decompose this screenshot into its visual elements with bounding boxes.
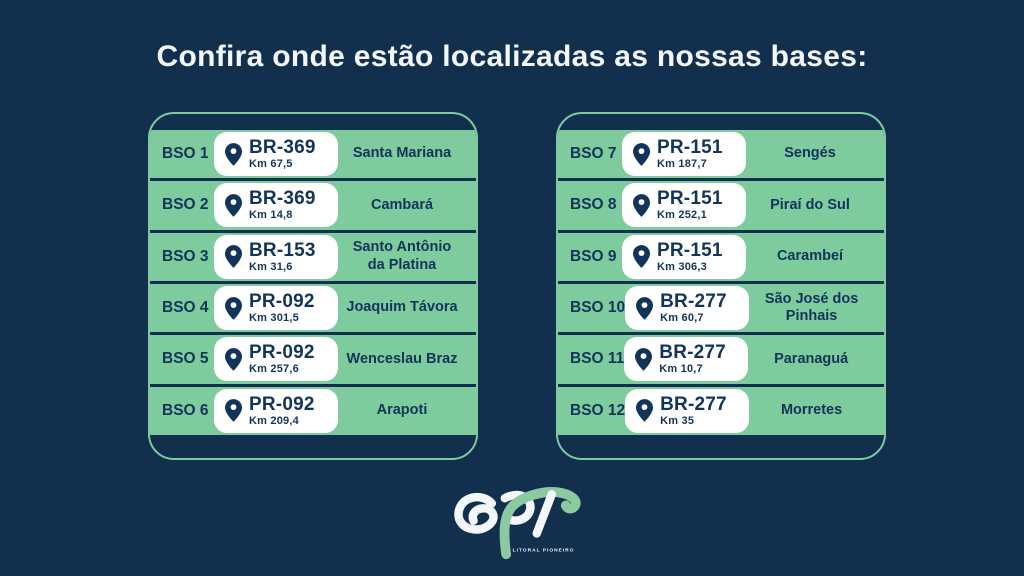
- km-marker: Km 301,5: [249, 312, 299, 325]
- road-number: BR-369: [249, 137, 316, 159]
- km-marker: Km 252,1: [657, 209, 707, 222]
- bases-table-right: BSO 7 PR-151 Km 187,7 Sengés BSO 8: [556, 112, 886, 460]
- city-name: Paranaguá: [774, 350, 849, 367]
- location-pill: BR-369 Km 14,8: [214, 183, 338, 228]
- base-label: BSO 7: [570, 145, 617, 163]
- location-pill: PR-092 Km 209,4: [214, 388, 338, 433]
- location-pill: PR-151 Km 252,1: [622, 183, 746, 228]
- base-label: BSO 2: [162, 196, 209, 214]
- logo-road-swoosh: [499, 487, 581, 560]
- location-pill: PR-092 Km 257,6: [214, 337, 338, 382]
- city-name: Sengés: [784, 145, 836, 162]
- table-row: BSO 6 PR-092 Km 209,4 Arapoti: [150, 386, 476, 435]
- km-marker: Km 60,7: [660, 312, 704, 325]
- table-row: BSO 11 BR-277 Km 10,7 Paranaguá: [558, 335, 884, 384]
- road-number: BR-369: [249, 188, 316, 210]
- road-number: PR-092: [249, 291, 315, 313]
- road-number: BR-153: [249, 239, 316, 261]
- location-pin-icon: [225, 245, 242, 269]
- road-number: PR-151: [657, 188, 723, 210]
- location-pill: PR-151 Km 187,7: [622, 132, 746, 177]
- location-pin-icon: [225, 194, 242, 217]
- base-label: BSO 6: [162, 401, 209, 419]
- location-pin-icon: [636, 296, 654, 320]
- road-number: PR-151: [657, 239, 723, 261]
- table-row: BSO 8 PR-151 Km 252,1 Piraí do Sul: [558, 181, 884, 230]
- location-pin-icon: [636, 399, 654, 423]
- city-name: Joaquim Távora: [346, 299, 458, 316]
- base-label: BSO 11: [570, 350, 625, 368]
- table-row: BSO 2 BR-369 Km 14,8 Cambará: [150, 181, 476, 230]
- table-row: BSO 5 PR-092 Km 257,6 Wenceslau Braz: [150, 335, 476, 384]
- table-row: BSO 1 BR-369 Km 67,5 Santa Mariana: [150, 130, 476, 179]
- location-pin-icon: [633, 245, 650, 269]
- epr-logo: LITORAL PIONEIRO: [426, 478, 598, 566]
- location-pin-icon: [635, 348, 653, 371]
- location-pill: BR-153 Km 31,6: [214, 234, 338, 279]
- base-label: BSO 1: [162, 145, 209, 163]
- city-name: Wenceslau Braz: [346, 350, 458, 367]
- base-label: BSO 10: [570, 299, 626, 317]
- location-pin-icon: [225, 296, 242, 320]
- page-title: Confira onde estão localizadas as nossas…: [156, 40, 868, 73]
- location-pill: PR-092 Km 301,5: [214, 286, 338, 331]
- km-marker: Km 31,6: [249, 260, 293, 273]
- city-name: Carambeí: [776, 248, 844, 265]
- road-number: PR-151: [657, 137, 723, 159]
- logo-letter-p-bowl: [500, 490, 535, 525]
- table-row: BSO 12 BR-277 Km 35 Morretes: [558, 386, 884, 435]
- km-marker: Km 14,8: [249, 209, 293, 222]
- location-pill: PR-151 Km 306,3: [622, 234, 746, 279]
- km-marker: Km 10,7: [659, 363, 703, 376]
- location-pin-icon: [633, 194, 650, 217]
- table-row: BSO 10 BR-277 Km 60,7 São José dos Pinha…: [558, 283, 884, 333]
- base-label: BSO 3: [162, 247, 209, 265]
- location-pill: BR-277 Km 35: [625, 388, 750, 433]
- location-pin-icon: [225, 142, 242, 166]
- km-marker: Km 209,4: [249, 414, 299, 427]
- base-label: BSO 5: [162, 350, 209, 368]
- km-marker: Km 257,6: [249, 363, 299, 376]
- road-number: PR-092: [249, 342, 315, 364]
- logo-subtitle: LITORAL PIONEIRO: [513, 548, 575, 554]
- table-row: BSO 3 BR-153 Km 31,6 Santo Antônio da Pl…: [150, 232, 476, 281]
- logo-letter-r-stem: [532, 490, 556, 538]
- city-name: Morretes: [780, 402, 843, 419]
- km-marker: Km 187,7: [657, 158, 707, 171]
- road-number: BR-277: [660, 291, 727, 313]
- location-pill: BR-277 Km 10,7: [624, 337, 749, 382]
- table-row: BSO 9 PR-151 Km 306,3 Carambeí: [558, 232, 884, 281]
- km-marker: Km 306,3: [657, 260, 707, 273]
- road-number: PR-092: [249, 393, 315, 415]
- location-pill: BR-369 Km 67,5: [214, 132, 338, 177]
- bases-table-left: BSO 1 BR-369 Km 67,5 Santa Mariana BSO 2: [148, 112, 478, 460]
- city-name: Santo Antônio da Platina: [352, 239, 452, 273]
- location-pin-icon: [225, 348, 242, 371]
- base-label: BSO 4: [162, 299, 209, 317]
- table-row: BSO 4 PR-092 Km 301,5 Joaquim Távora: [150, 283, 476, 333]
- city-name: Piraí do Sul: [770, 196, 850, 213]
- road-number: BR-277: [660, 393, 727, 415]
- city-name: Cambará: [370, 196, 434, 213]
- base-label: BSO 9: [570, 247, 617, 265]
- base-label: BSO 12: [570, 401, 626, 419]
- road-number: BR-277: [659, 342, 726, 364]
- location-pill: BR-277 Km 60,7: [625, 286, 750, 331]
- location-pin-icon: [225, 399, 242, 423]
- base-label: BSO 8: [570, 196, 617, 214]
- km-marker: Km 35: [660, 414, 695, 427]
- city-name: São José dos Pinhais: [764, 290, 859, 325]
- location-pin-icon: [633, 142, 650, 166]
- logo-letter-e: [454, 492, 498, 534]
- km-marker: Km 67,5: [249, 158, 293, 171]
- city-name: Santa Mariana: [352, 145, 452, 162]
- epr-logo-graphic: LITORAL PIONEIRO: [454, 487, 581, 560]
- city-name: Arapoti: [376, 402, 428, 419]
- table-row: BSO 7 PR-151 Km 187,7 Sengés: [558, 130, 884, 179]
